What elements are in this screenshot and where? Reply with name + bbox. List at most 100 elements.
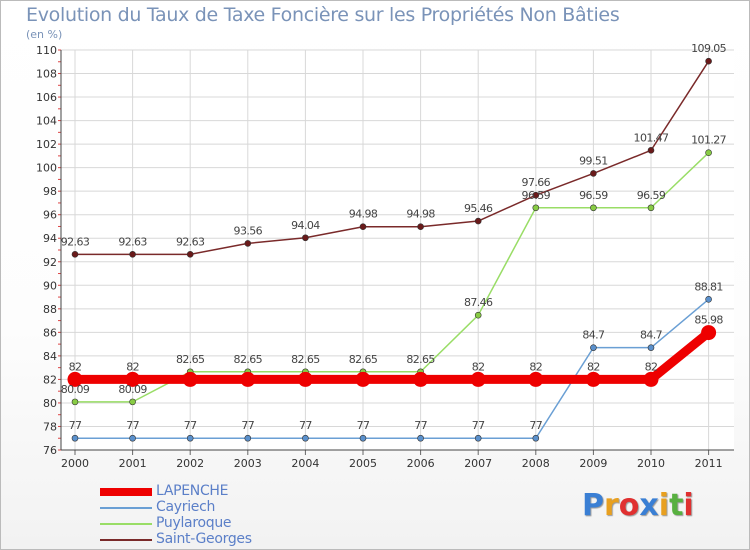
data-label-puylaroque: 82.65 (291, 353, 320, 366)
logo-letter: t (669, 488, 684, 523)
data-label-saint-georges: 97.66 (522, 176, 551, 189)
y-tick-label: 80 (43, 397, 57, 410)
plot-area (61, 50, 734, 450)
legend-item: Cayriech (100, 499, 320, 516)
y-tick-label: 78 (43, 420, 57, 433)
x-tick-label: 2000 (61, 457, 89, 470)
data-point-cayriech (71, 434, 79, 442)
y-tick-label: 106 (36, 91, 57, 104)
data-point-lapenche (413, 371, 429, 387)
data-label-lapenche: 82 (587, 360, 600, 373)
data-point-cayriech (417, 434, 424, 442)
logo-letter: i (683, 488, 694, 523)
data-point-lapenche (470, 371, 486, 387)
data-label-cayriech: 84.7 (582, 329, 605, 342)
data-point-cayriech (705, 295, 712, 303)
legend-item: Puylaroque (100, 515, 320, 532)
data-point-lapenche (67, 371, 83, 387)
x-tick-label: 2002 (176, 457, 204, 470)
legend-item: LAPENCHE (100, 483, 320, 500)
data-point-cayriech (302, 434, 309, 442)
proxiti-logo: Proxiti (582, 488, 694, 523)
data-label-saint-georges: 94.98 (349, 208, 378, 221)
chart-subtitle: (en %) (26, 28, 63, 41)
data-point-lapenche (297, 371, 313, 387)
data-label-saint-georges: 92.63 (176, 235, 205, 248)
data-label-lapenche: 85.98 (694, 314, 723, 327)
chart-title: Evolution du Taux de Taxe Foncière sur l… (26, 4, 620, 26)
y-tick-label: 86 (43, 326, 57, 339)
data-point-saint-georges (417, 223, 424, 231)
data-point-saint-georges (590, 170, 597, 177)
data-label-lapenche: 82 (645, 360, 658, 373)
data-point-lapenche (182, 371, 198, 387)
data-label-puylaroque: 87.46 (464, 296, 493, 309)
y-tick-label: 76 (43, 444, 57, 457)
data-point-cayriech (244, 434, 252, 442)
data-label-cayriech: 77 (357, 419, 370, 432)
data-label-saint-georges: 92.63 (61, 235, 90, 248)
data-label-cayriech: 77 (529, 419, 542, 432)
data-label-saint-georges: 94.98 (406, 208, 435, 221)
series-line-lapenche (70, 328, 714, 384)
data-point-cayriech (129, 434, 136, 442)
y-tick-label: 88 (43, 303, 57, 316)
x-tick-label: 2001 (119, 457, 147, 470)
y-tick-label: 104 (36, 115, 57, 128)
data-label-lapenche: 82 (472, 360, 485, 373)
data-point-saint-georges (186, 251, 194, 258)
data-label-cayriech: 84.7 (640, 329, 663, 342)
data-point-lapenche (125, 371, 141, 387)
data-point-puylaroque (590, 204, 597, 212)
data-point-lapenche (240, 371, 256, 387)
x-tick-label: 2007 (464, 457, 492, 470)
y-tick-label: 82 (43, 373, 57, 386)
data-point-puylaroque (705, 149, 712, 157)
data-point-saint-georges (244, 240, 252, 247)
data-point-saint-georges (647, 147, 655, 154)
data-label-cayriech: 77 (472, 419, 485, 432)
data-label-cayriech: 77 (414, 419, 427, 432)
x-tick-label: 2005 (349, 457, 377, 470)
data-point-puylaroque (532, 204, 540, 212)
data-point-lapenche (643, 371, 659, 387)
logo-letter: P (582, 488, 604, 523)
logo-letter: i (658, 488, 670, 523)
data-label-saint-georges: 109.05 (691, 42, 726, 55)
data-point-cayriech (647, 344, 655, 351)
data-label-lapenche: 82 (126, 360, 139, 373)
y-tick-label: 98 (43, 185, 57, 198)
x-tick-label: 2003 (234, 457, 262, 470)
data-label-saint-georges: 101.47 (634, 131, 669, 144)
data-label-saint-georges: 93.56 (234, 224, 263, 237)
data-point-saint-georges (302, 234, 309, 242)
legend-swatch (100, 539, 152, 541)
data-label-saint-georges: 99.51 (579, 154, 608, 167)
data-point-puylaroque (129, 398, 136, 406)
data-label-cayriech: 77 (241, 419, 254, 432)
data-point-saint-georges (359, 223, 367, 231)
data-label-puylaroque: 80.09 (61, 383, 90, 396)
data-label-cayriech: 77 (184, 419, 197, 432)
data-point-puylaroque (474, 311, 482, 319)
legend-label: Saint-Georges (156, 531, 252, 547)
data-point-cayriech (474, 434, 482, 442)
logo-letter: r (604, 488, 619, 523)
data-label-puylaroque: 96.59 (579, 189, 608, 202)
x-tick-label: 2008 (522, 457, 550, 470)
data-label-saint-georges: 95.46 (464, 202, 493, 215)
data-point-lapenche (701, 325, 717, 341)
data-label-lapenche: 82 (529, 360, 542, 373)
legend-swatch (100, 523, 152, 525)
data-label-puylaroque: 82.65 (176, 353, 205, 366)
y-tick-label: 110 (36, 44, 57, 57)
x-tick-label: 2011 (695, 457, 723, 470)
y-tick-label: 108 (36, 68, 57, 81)
data-label-puylaroque: 96.59 (637, 189, 666, 202)
y-tick-label: 94 (43, 232, 57, 245)
y-tick-label: 100 (36, 162, 57, 175)
legend-label: Cayriech (156, 499, 216, 515)
y-tick-label: 90 (43, 279, 57, 292)
data-point-cayriech (590, 344, 597, 351)
data-point-saint-georges (474, 217, 482, 225)
